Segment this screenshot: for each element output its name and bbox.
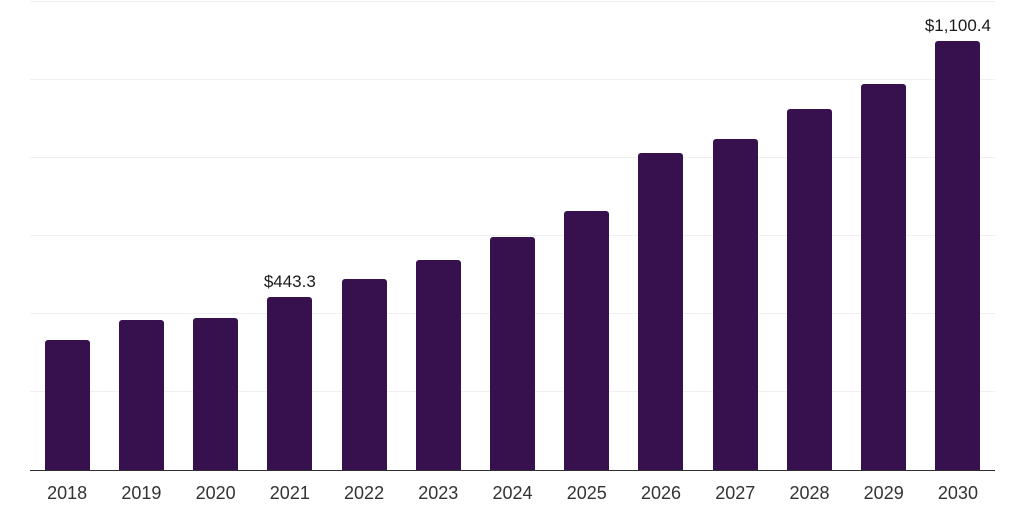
- bar-cell-2026: [624, 2, 698, 470]
- bar-2018: [44, 340, 90, 470]
- bar-2026: [638, 152, 684, 470]
- x-tick-2024: 2024: [492, 483, 533, 503]
- bar-cell-2021: $443.3: [253, 2, 327, 470]
- bar-2023: [415, 259, 461, 470]
- x-tick-2027: 2027: [715, 483, 756, 503]
- bar-2027: [712, 139, 758, 470]
- bar-cell-2022: [327, 2, 401, 470]
- bar-cell-2023: [401, 2, 475, 470]
- bar-2028: [786, 108, 832, 470]
- bar-2029: [861, 83, 907, 470]
- bar-2022: [341, 279, 387, 470]
- x-tick-2029: 2029: [863, 483, 904, 503]
- bar-cell-2018: [30, 2, 104, 470]
- bar-cell-2029: [847, 2, 921, 470]
- data-label-2030: $1,100.4: [924, 15, 992, 35]
- bar-2024: [490, 236, 536, 470]
- x-tick-2026: 2026: [640, 483, 682, 503]
- x-axis-line: [30, 470, 995, 471]
- x-tick-2021: 2021: [269, 483, 310, 503]
- x-tick-2020: 2020: [195, 483, 236, 503]
- bar-2030: [935, 40, 981, 470]
- x-tick-2023: 2023: [418, 483, 459, 503]
- bar-cell-2019: [104, 2, 178, 470]
- gridline-800: [30, 157, 995, 158]
- x-tick-2022: 2022: [344, 483, 385, 503]
- x-tick-2030: 2030: [937, 483, 978, 503]
- bar-cell-2024: [475, 2, 549, 470]
- x-tick-2028: 2028: [789, 483, 830, 503]
- plot-area: $443.3 $1,100.4: [30, 1, 995, 471]
- x-tick-2018: 2018: [47, 483, 88, 503]
- bar-2020: [193, 317, 239, 470]
- x-tick-2019: 2019: [121, 483, 162, 503]
- bar-2021: [267, 297, 313, 470]
- x-tick-2025: 2025: [566, 483, 607, 503]
- gridline-1000: [30, 79, 995, 80]
- bar-cell-2020: [178, 2, 252, 470]
- gridline-1200: [30, 1, 995, 2]
- bar-cell-2028: [772, 2, 846, 470]
- bar-cell-2027: [698, 2, 772, 470]
- bar-cell-2030: $1,100.4: [921, 2, 995, 470]
- bars: $443.3 $1,100.4: [30, 2, 995, 470]
- bar-cell-2025: [550, 2, 624, 470]
- bar-2019: [118, 319, 164, 470]
- bar-2025: [564, 211, 610, 470]
- x-axis-labels: 2018 2019 2020 2021 2022 2023 2024 2025 2026 2027…: [30, 482, 995, 504]
- data-label-2021: $443.3: [263, 272, 316, 292]
- gridline-600: [30, 235, 995, 236]
